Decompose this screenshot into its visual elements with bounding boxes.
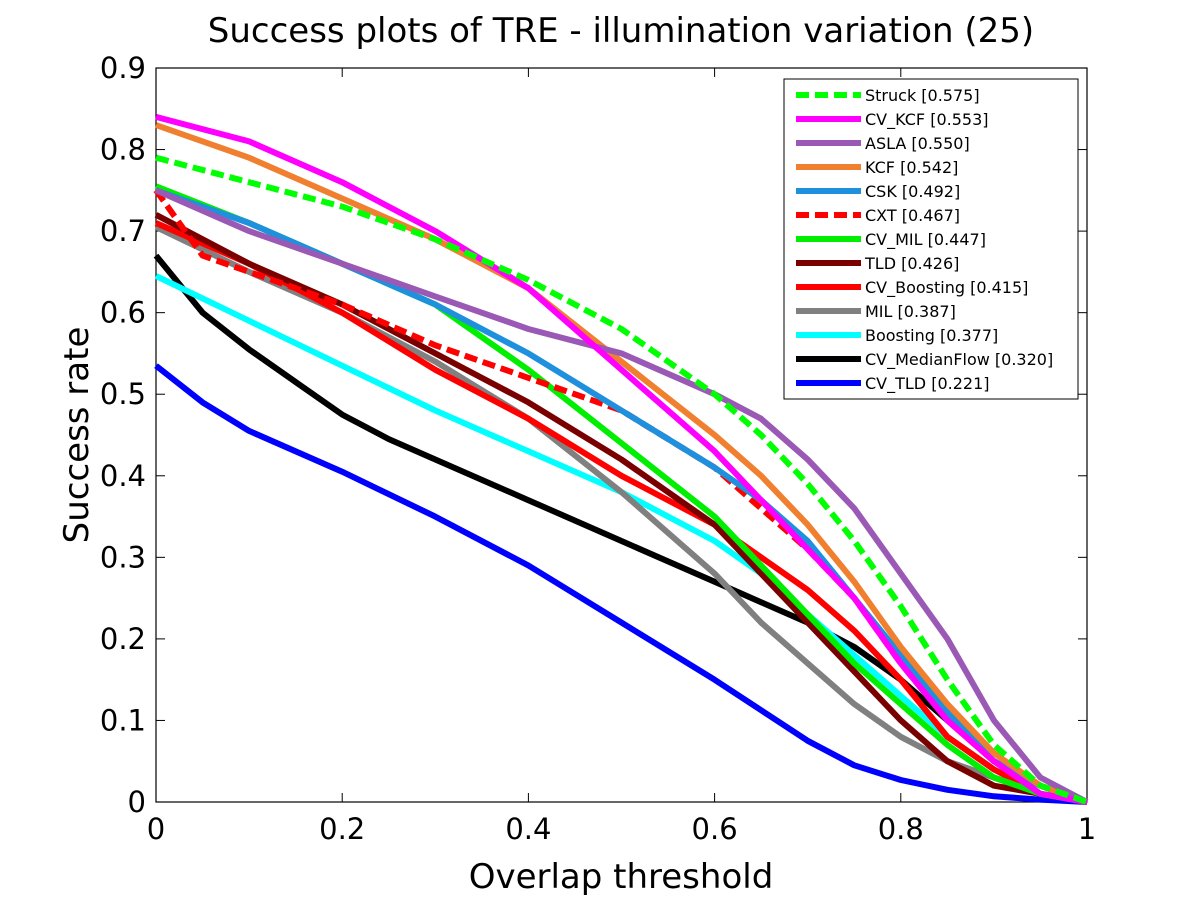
y-tick-label: 0.4 [100, 459, 146, 493]
y-tick-label: 0.3 [100, 540, 146, 574]
legend-label: KCF [0.542] [865, 158, 958, 177]
x-tick-label: 0.4 [505, 812, 551, 846]
x-tick-label: 0.8 [878, 812, 924, 846]
legend-label: TLD [0.426] [864, 254, 959, 273]
legend-label: CV_TLD [0.221] [865, 374, 990, 394]
legend-label: Struck [0.575] [865, 86, 980, 105]
series-line-kcf [155, 122, 1088, 805]
legend-label: ASLA [0.550] [865, 134, 970, 153]
legend-label: CSK [0.492] [865, 182, 960, 201]
y-tick-label: 0.6 [100, 296, 146, 330]
series-line-struck [155, 154, 1088, 805]
x-tick-label: 0.2 [319, 812, 365, 846]
series-line-cv-boosting [154, 220, 1088, 805]
x-tick-label: 0.6 [692, 812, 738, 846]
x-tick-label: 0 [147, 812, 165, 846]
legend-label: CXT [0.467] [865, 206, 960, 225]
x-tick-label: 1 [1078, 812, 1096, 846]
series-layer [153, 113, 1089, 805]
legend-label: CV_MIL [0.447] [865, 230, 986, 250]
legend: Struck [0.575] CV_KCF [0.553] ASLA [0.550]… [783, 78, 1079, 400]
y-tick-label: 0.1 [100, 703, 146, 737]
x-axis-label: Overlap threshold [469, 857, 774, 897]
y-axis-label: Success rate [57, 327, 97, 544]
y-tick-label: 0.8 [100, 133, 146, 167]
series-line-asla [154, 187, 1089, 805]
chart-title: Success plots of TRE - illumination vari… [208, 11, 1034, 51]
y-tick-label: 0.7 [100, 214, 146, 248]
legend-label: MIL [0.387] [865, 302, 956, 321]
y-tick-label: 0.5 [100, 377, 146, 411]
series-line-cv-kcf [155, 113, 1088, 805]
series-line-tld [154, 212, 1088, 805]
y-tick-label: 0.2 [100, 622, 146, 656]
legend-label: CV_MedianFlow [0.320] [865, 350, 1053, 370]
y-tick-label: 0 [128, 785, 146, 819]
ticks-layer: 0 0.2 0.4 0.6 0.8 1 0 0.1 0.2 0.3 0.4 0.5 0.6 0.7 0.8 0… [100, 51, 1096, 846]
legend-label: Boosting [0.377] [865, 326, 998, 345]
y-tick-label: 0.9 [100, 51, 146, 85]
legend-label: CV_Boosting [0.415] [865, 278, 1028, 298]
legend-label: CV_KCF [0.553] [865, 110, 988, 130]
series-line-cv-tld [154, 363, 1088, 805]
